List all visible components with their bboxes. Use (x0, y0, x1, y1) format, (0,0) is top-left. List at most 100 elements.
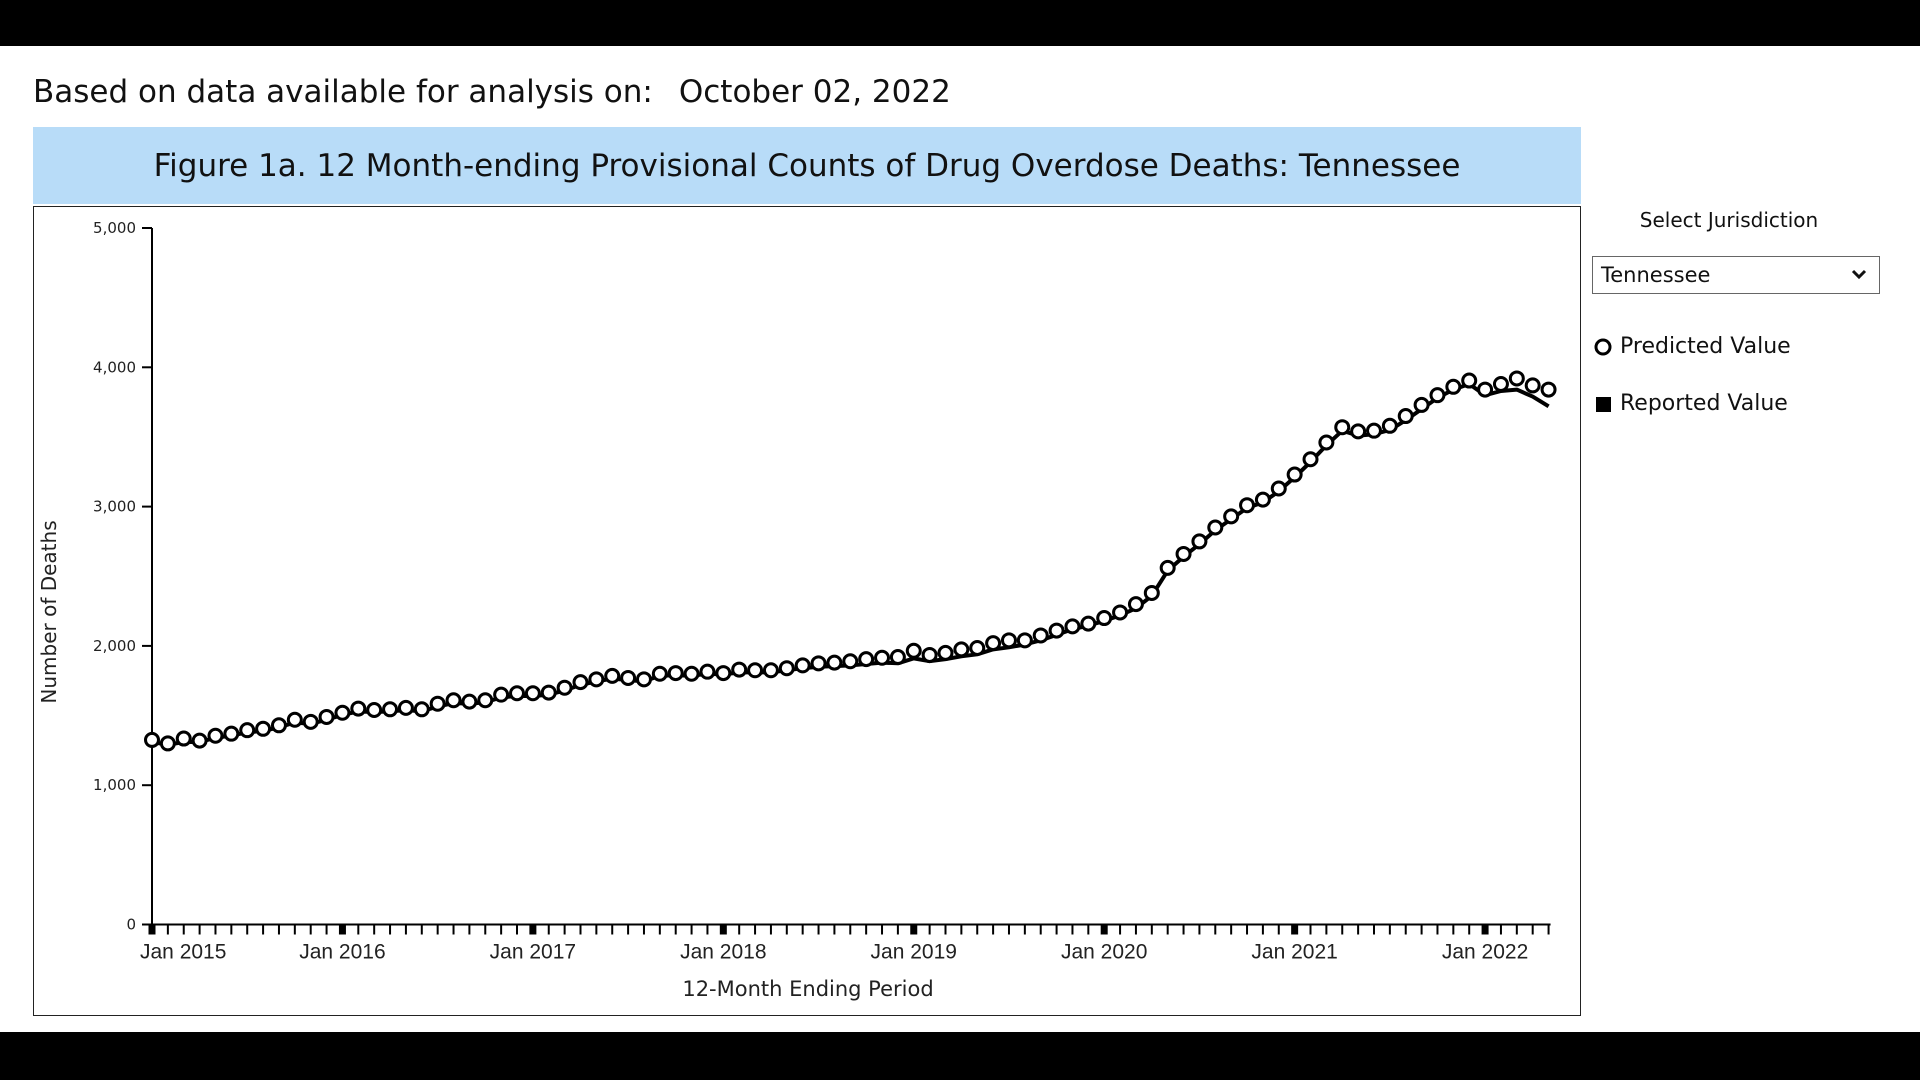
predicted-value-point (318, 708, 335, 725)
open-circle-icon (1594, 338, 1612, 355)
predicted-value-point (1048, 622, 1065, 639)
x-major-tick (148, 924, 156, 935)
predicted-value-point (1270, 480, 1287, 497)
predicted-value-point (953, 641, 970, 658)
jurisdiction-select[interactable]: Tennessee (1592, 256, 1880, 294)
predicted-value-point (1508, 370, 1525, 387)
predicted-value-point (477, 692, 494, 709)
predicted-value-point (921, 646, 938, 663)
predicted-value-point (1000, 632, 1017, 649)
predicted-value-point (1477, 381, 1494, 398)
x-axis-label: 12-Month Ending Period (682, 977, 933, 1001)
predicted-value-point (1445, 378, 1462, 395)
x-major-tick (529, 924, 537, 935)
predicted-value-point (889, 649, 906, 666)
as-of-label: Based on data available for analysis on: (33, 74, 653, 110)
predicted-value-point (1350, 423, 1367, 440)
x-tick-label: Jan 2017 (490, 941, 576, 964)
jurisdiction-selected-value: Tennessee (1601, 263, 1711, 287)
legend-predicted-label: Predicted Value (1620, 334, 1791, 359)
legend-reported[interactable]: Reported Value (1592, 391, 1788, 416)
x-major-tick (1100, 924, 1108, 935)
predicted-value-point (286, 711, 303, 728)
predicted-value-point (1413, 396, 1430, 413)
y-tick-label: 0 (126, 916, 136, 934)
legend-predicted[interactable]: Predicted Value (1592, 334, 1791, 359)
predicted-value-point (985, 635, 1002, 652)
predicted-value-point (747, 662, 764, 679)
predicted-value-point (1175, 545, 1192, 562)
predicted-value-point (667, 665, 684, 682)
x-major-tick (719, 924, 727, 935)
predicted-value-point (683, 665, 700, 682)
predicted-value-point (620, 669, 637, 686)
y-tick-label: 2,000 (93, 637, 136, 655)
predicted-value-point (524, 685, 541, 702)
predicted-value-point (1254, 491, 1271, 508)
legend-reported-label: Reported Value (1620, 391, 1788, 416)
as-of-date: October 02, 2022 (678, 74, 951, 110)
predicted-value-point (826, 654, 843, 671)
axes: 0 1,000 2,000 3,000 4,000 5,000 Jan 2015 Jan 20… (93, 219, 1551, 964)
x-major-tick (1481, 924, 1489, 935)
x-tick-label: Jan 2018 (680, 941, 766, 964)
filled-square-icon (1596, 396, 1611, 412)
predicted-value-point (556, 679, 573, 696)
x-tick-label: Jan 2021 (1251, 941, 1337, 964)
predicted-value-point (1365, 422, 1382, 439)
predicted-value-point (699, 663, 716, 680)
predicted-value-point (604, 667, 621, 684)
predicted-value-point (778, 660, 795, 677)
predicted-value-point (1159, 559, 1176, 576)
predicted-value-point (858, 651, 875, 668)
x-tick-label: Jan 2019 (871, 941, 957, 964)
predicted-value-point (1096, 610, 1113, 627)
predicted-value-point (1397, 408, 1414, 425)
predicted-value-point (493, 686, 510, 703)
predicted-value-point (445, 692, 462, 709)
predicted-value-point (1286, 466, 1303, 483)
reported-value-line (151, 382, 1550, 747)
predicted-value-point (588, 671, 605, 688)
y-axis-label: Number of Deaths (37, 520, 61, 703)
predicted-value-point (905, 642, 922, 659)
predicted-value-point (397, 699, 414, 716)
predicted-value-point (810, 655, 827, 672)
y-tick-label: 5,000 (93, 219, 136, 237)
predicted-value-point (1334, 419, 1351, 436)
predicted-value-point (540, 684, 557, 701)
predicted-value-point (175, 730, 192, 747)
predicted-value-point (969, 639, 986, 656)
predicted-value-point (239, 722, 256, 739)
predicted-value-point (350, 700, 367, 717)
predicted-value-point (762, 662, 779, 679)
predicted-value-point (1207, 519, 1224, 536)
x-tick-label: Jan 2022 (1442, 941, 1528, 964)
predicted-value-point (651, 665, 668, 682)
predicted-value-point (1302, 451, 1319, 468)
predicted-value-point (223, 725, 240, 742)
predicted-value-point (366, 701, 383, 718)
x-tick-label: Jan 2016 (299, 941, 385, 964)
predicted-value-point (270, 717, 287, 734)
predicted-value-point (144, 731, 160, 748)
predicted-value-point (207, 727, 224, 744)
predicted-value-point (1239, 497, 1256, 514)
predicted-value-point (1064, 618, 1081, 635)
predicted-value-point (159, 735, 176, 752)
y-tick-label: 3,000 (93, 498, 136, 516)
x-major-tick (910, 924, 918, 935)
predicted-value-point (1492, 376, 1509, 393)
predicted-value-point (1127, 596, 1144, 613)
chart-container (33, 206, 1581, 1016)
y-tick-label: 4,000 (93, 358, 136, 376)
predicted-value-point (429, 695, 446, 712)
predicted-value-point (794, 657, 811, 674)
predicted-value-point (1381, 417, 1398, 434)
predicted-value-point (461, 693, 478, 710)
page (0, 46, 1920, 1032)
select-jurisdiction-label: Select Jurisdiction (1639, 208, 1819, 232)
as-of-line: Based on data available for analysis on:… (33, 74, 951, 110)
predicted-value-point (1540, 381, 1557, 398)
